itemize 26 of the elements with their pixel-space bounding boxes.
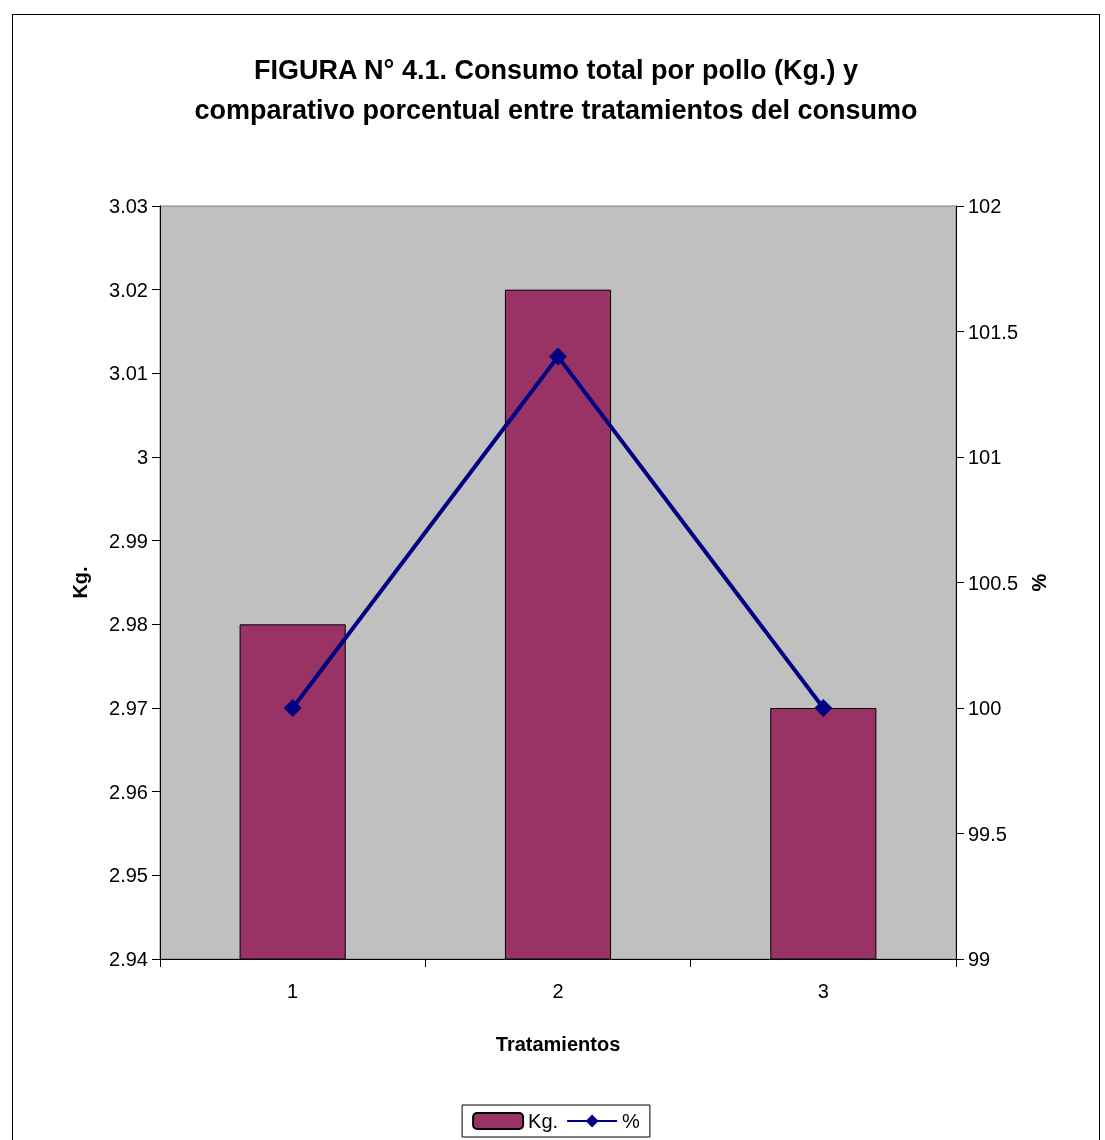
y-tick-label: 3.03: [109, 195, 148, 217]
y-tick-label: 2.94: [109, 948, 148, 970]
y-tick-label: 3: [136, 446, 148, 468]
chart-title: FIGURA N° 4.1. Consumo total por pollo (Kg.) y comparativo porcentual entre tratamientos del consumo: [194, 55, 918, 125]
legend-label: %: [622, 1110, 641, 1132]
y-tick-label: 2.99: [109, 529, 148, 552]
y-tick-label: 2.96: [109, 780, 148, 803]
y-axis-title: Kg.: [69, 566, 91, 599]
y2-tick-label: 101: [968, 446, 1002, 468]
y-tick-label: 2.97: [109, 697, 148, 719]
y-tick-label: 3.02: [109, 278, 148, 301]
y2-tick-label: 100.5: [968, 571, 1019, 594]
x-tick-label: 1: [287, 980, 299, 1002]
y2-axis-title: %: [1027, 573, 1050, 592]
y2-tick-label: 102: [968, 195, 1002, 217]
y-tick-label: 2.98: [109, 613, 148, 636]
legend-label: Kg.: [528, 1110, 559, 1132]
x-tick-label: 3: [817, 980, 829, 1002]
y2-tick-label: 99: [968, 948, 991, 970]
x-tick-label: 2: [552, 980, 564, 1002]
y2-tick-label: 99.5: [968, 822, 1007, 845]
x-axis-title: Tratamientos: [495, 1033, 621, 1055]
y-tick-label: 2.95: [109, 864, 148, 887]
y2-tick-label: 100: [968, 697, 1002, 719]
y-tick-label: 3.01: [109, 362, 148, 385]
y2-tick-label: 101.5: [968, 320, 1019, 343]
